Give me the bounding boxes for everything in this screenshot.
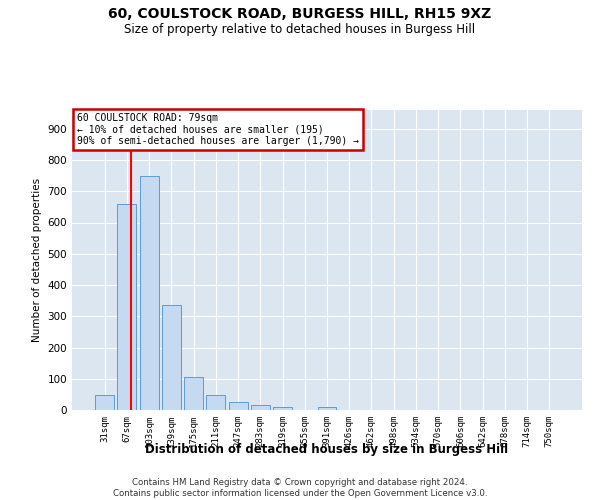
Text: Size of property relative to detached houses in Burgess Hill: Size of property relative to detached ho… xyxy=(124,22,476,36)
Bar xyxy=(184,377,203,410)
Bar xyxy=(229,402,248,410)
Bar xyxy=(251,406,270,410)
Bar xyxy=(118,204,136,410)
Bar xyxy=(317,407,337,410)
Y-axis label: Number of detached properties: Number of detached properties xyxy=(32,178,42,342)
Text: 60, COULSTOCK ROAD, BURGESS HILL, RH15 9XZ: 60, COULSTOCK ROAD, BURGESS HILL, RH15 9… xyxy=(109,8,491,22)
Bar xyxy=(273,407,292,410)
Text: Contains HM Land Registry data © Crown copyright and database right 2024.
Contai: Contains HM Land Registry data © Crown c… xyxy=(113,478,487,498)
Bar xyxy=(162,306,181,410)
Text: Distribution of detached houses by size in Burgess Hill: Distribution of detached houses by size … xyxy=(145,442,509,456)
Bar xyxy=(206,396,225,410)
Text: 60 COULSTOCK ROAD: 79sqm
← 10% of detached houses are smaller (195)
90% of semi-: 60 COULSTOCK ROAD: 79sqm ← 10% of detach… xyxy=(77,113,359,146)
Bar xyxy=(140,176,158,410)
Bar xyxy=(95,396,114,410)
